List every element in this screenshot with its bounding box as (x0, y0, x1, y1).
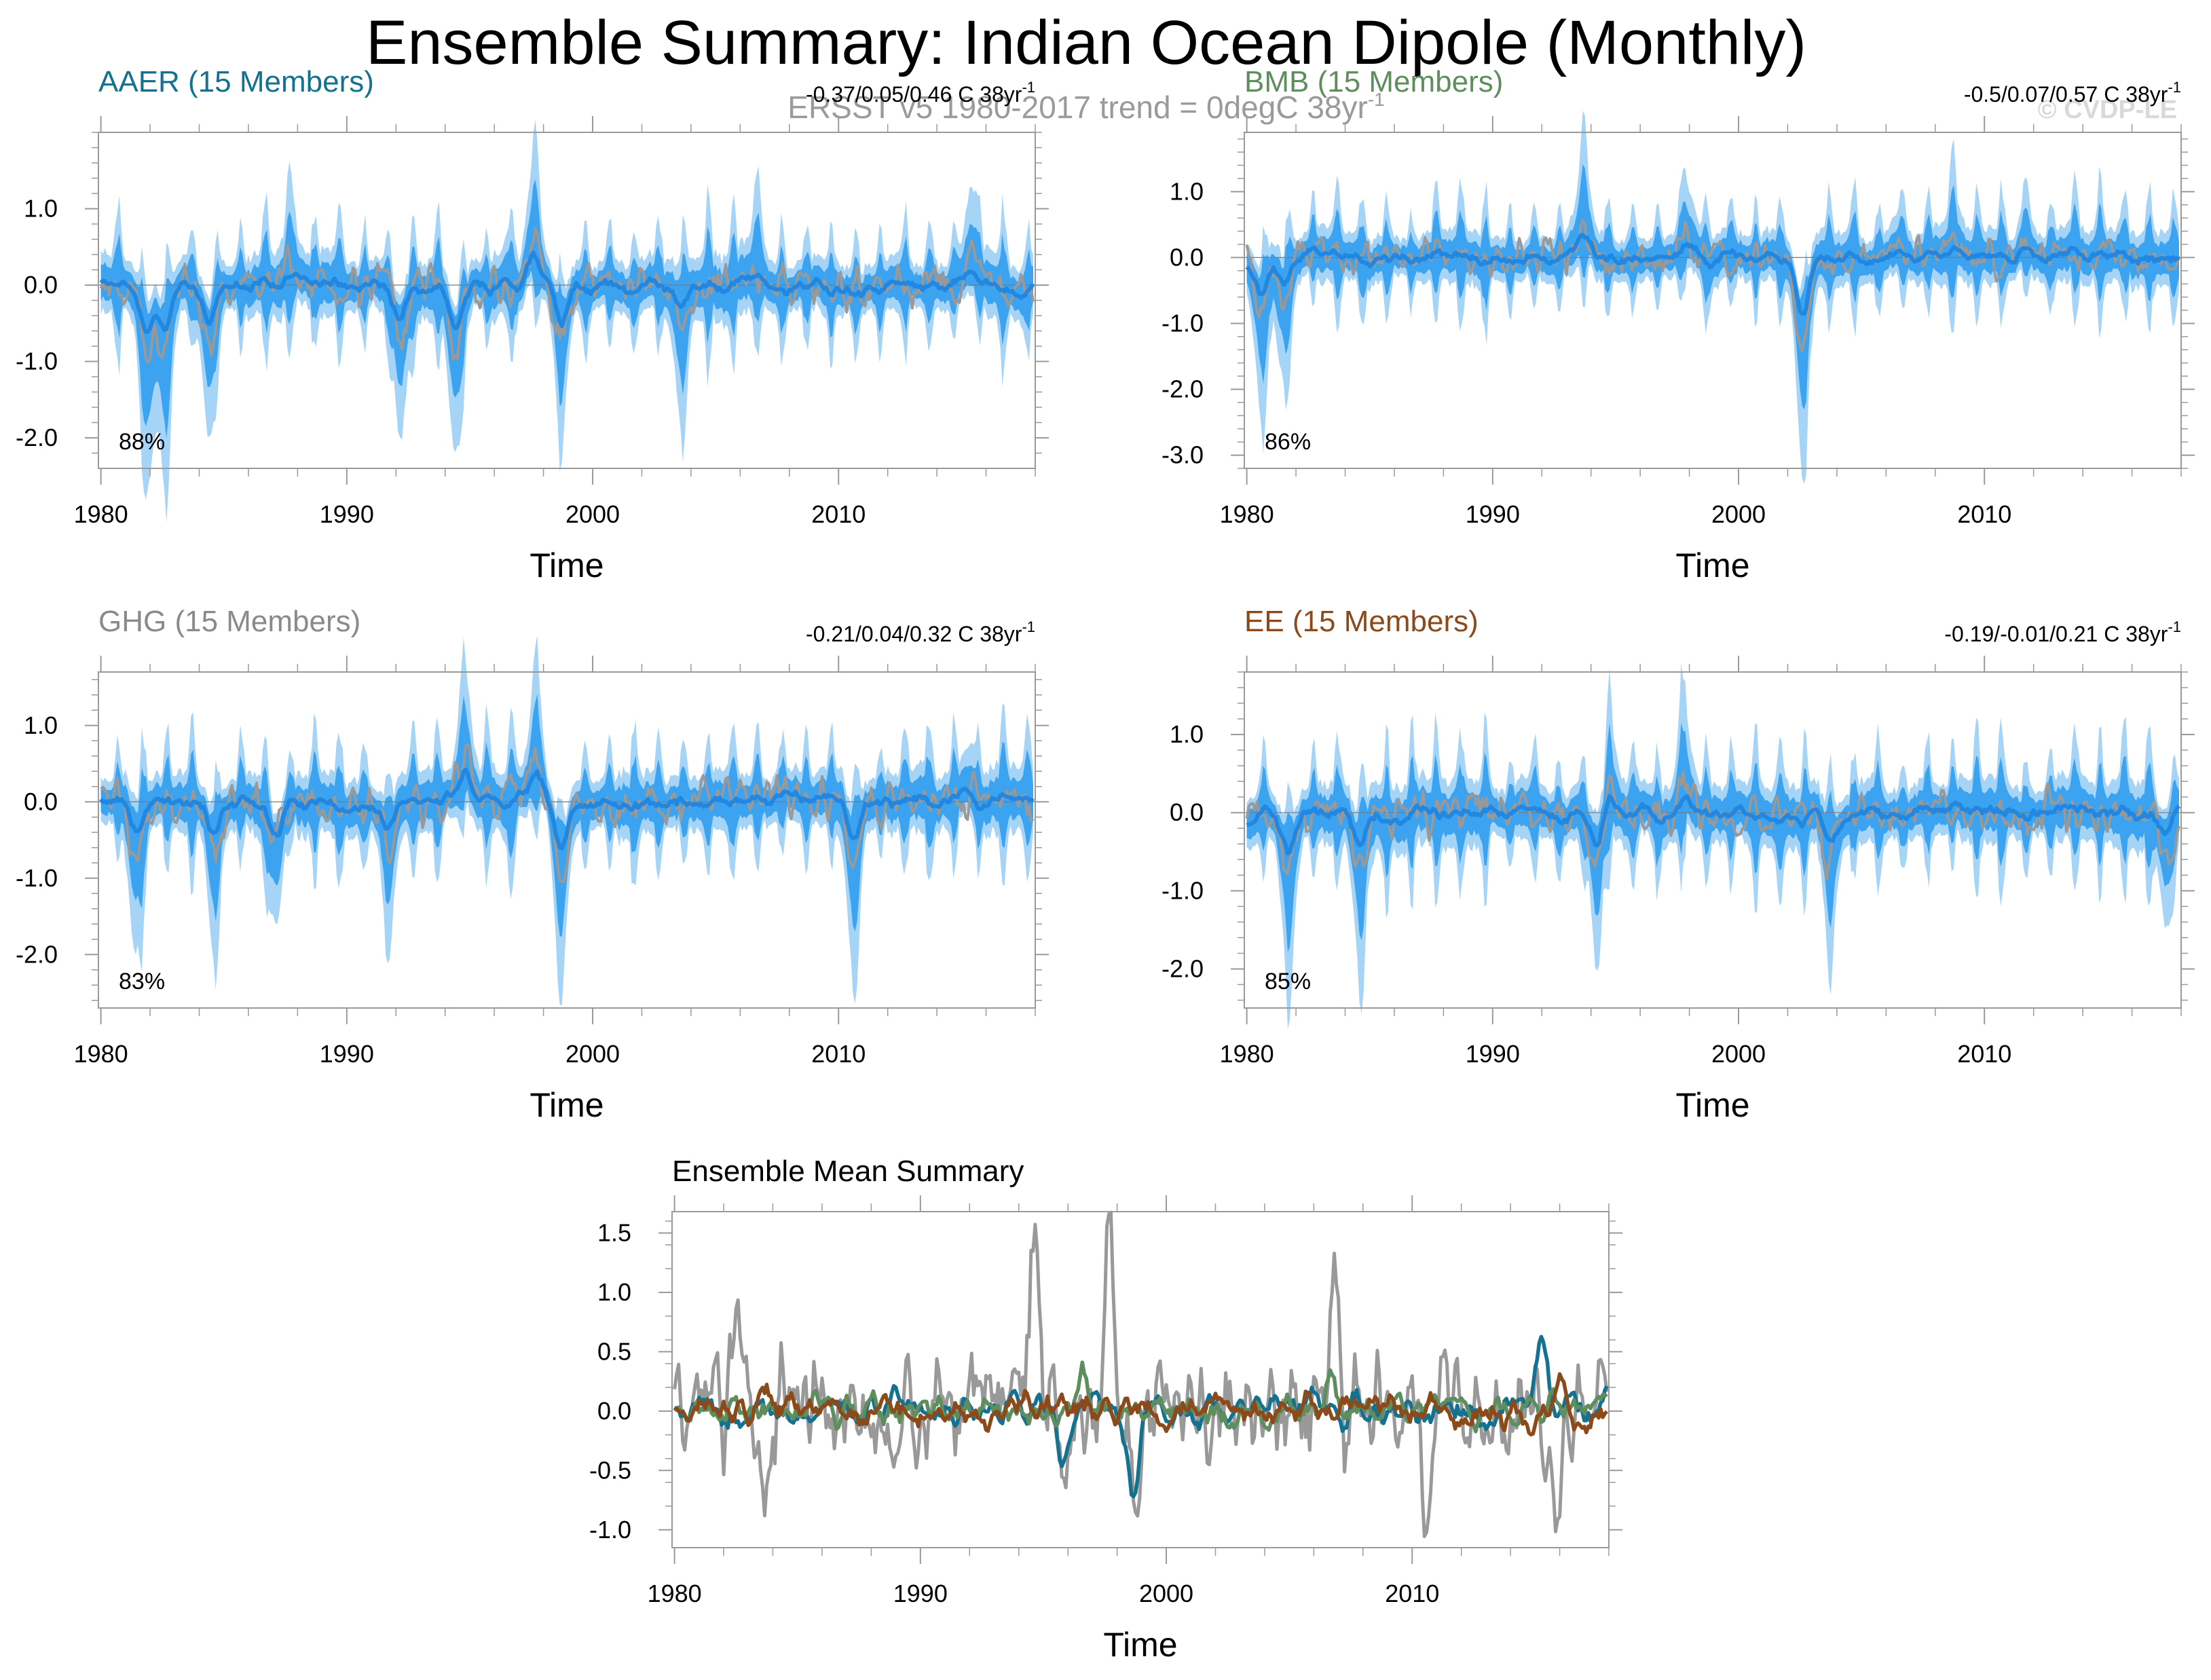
aaer-x-tick-label: 2000 (565, 500, 620, 528)
ghg-y-tick-label: 0.0 (24, 787, 58, 815)
ghg-x-axis-label: Time (529, 1086, 603, 1124)
aaer-y-tick-label: 0.0 (24, 271, 58, 299)
mean-x-tick-label: 2010 (1385, 1580, 1439, 1607)
ee-trend-label: -0.19/-0.01/0.21 C 38yr-1 (1944, 618, 2181, 646)
bmb-y-tick-label: -3.0 (1162, 441, 1204, 469)
ghg-trend-label: -0.21/0.04/0.32 C 38yr-1 (806, 618, 1035, 646)
bmb-x-tick-label: 2010 (1957, 500, 2011, 528)
bmb-spread-outer-band (1246, 111, 2179, 484)
ghg-x-tick-label: 1980 (74, 1040, 128, 1068)
ee-panel-title: EE (15 Members) (1244, 605, 1479, 638)
bmb-trend-value: -0.5/0.07/0.57 C 38yr (1964, 82, 2168, 107)
ee-x-tick-label: 2000 (1711, 1040, 1766, 1068)
ee-panel: 1.0 0.0 -1.0 -2.0 1980 1990 2000 2010 Time EE (15… (1162, 605, 2195, 1124)
ee-x-tick-label: 2010 (1957, 1040, 2011, 1068)
aaer-x-tick-label: 1990 (320, 500, 374, 528)
aaer-x-tick-label: 1980 (74, 500, 128, 528)
bmb-ens-mean-line (1245, 233, 2180, 316)
bmb-pattern-corr: 86% (1265, 429, 1311, 455)
aaer-y-tick-label: -2.0 (16, 424, 58, 451)
bmb-panel-title: BMB (15 Members) (1244, 65, 1503, 98)
ghg-panel-title: GHG (15 Members) (98, 605, 360, 638)
bmb-y-tick-label: -2.0 (1162, 375, 1204, 403)
ghg-y-tick-label: -1.0 (16, 864, 58, 892)
mean-x-tick-label: 2000 (1139, 1580, 1193, 1607)
figure-subtitle: ERSST v5 1980-2017 trend = 0degC 38yr-1 (787, 89, 1384, 125)
bmb-y-tick-label: -1.0 (1162, 309, 1204, 337)
ghg-pattern-corr: 83% (119, 969, 165, 994)
figure-subtitle-sup: -1 (1368, 89, 1385, 110)
ee-trend-sup: -1 (2168, 618, 2181, 635)
chart-panels: 1.0 0.0 -1.0 -2.0 1980 1990 2000 2010 Time AAER (… (16, 65, 2195, 1664)
bmb-x-tick-label: 1990 (1466, 500, 1520, 528)
mean-y-tick-label: -1.0 (589, 1516, 631, 1544)
mean-x-axis-label: Time (1103, 1626, 1177, 1664)
aaer-y-tick-label: -1.0 (16, 348, 58, 375)
mean-series-bmb (673, 1360, 1608, 1434)
mean-summary-panel: 1.5 1.0 0.5 0.0 -0.5 -1.0 1980 1990 2000 2010 Time… (589, 1155, 1622, 1664)
aaer-x-axis-label: Time (529, 546, 603, 584)
mean-y-tick-label: 0.5 (597, 1337, 631, 1365)
figure-title: Ensemble Summary: Indian Ocean Dipole (M… (366, 8, 1806, 77)
bmb-obs-line (1245, 219, 2180, 352)
bmb-panel: 1.0 0.0 -1.0 -2.0 -3.0 1980 1990 2000 2010 Time BM… (1162, 65, 2195, 584)
ghg-x-tick-label: 1990 (320, 1040, 374, 1068)
ghg-panel: 1.0 0.0 -1.0 -2.0 1980 1990 2000 2010 Time GHG (1… (16, 605, 1049, 1124)
ee-x-axis-label: Time (1675, 1086, 1749, 1124)
ee-y-tick-label: 0.0 (1170, 798, 1204, 826)
ghg-x-tick-label: 2000 (565, 1040, 620, 1068)
ee-pattern-corr: 85% (1265, 969, 1311, 994)
ghg-trend-sup: -1 (1022, 618, 1035, 635)
mean-y-tick-label: 1.0 (597, 1278, 631, 1306)
aaer-ens-mean-line (99, 250, 1035, 334)
ghg-trend-value: -0.21/0.04/0.32 C 38yr (806, 622, 1022, 646)
ee-spread-outer-band (1246, 663, 2179, 1029)
ee-y-tick-label: 1.0 (1170, 720, 1204, 748)
mean-x-tick-label: 1990 (893, 1580, 948, 1607)
mean-panel-title: Ensemble Mean Summary (672, 1155, 1024, 1188)
bmb-trend-sup: -1 (2168, 79, 2181, 96)
mean-plot-frame (671, 1211, 1610, 1548)
mean-series-ee (674, 1372, 1609, 1437)
aaer-x-tick-label: 2010 (811, 500, 866, 528)
aaer-trend-label: -0.37/0.05/0.46 C 38yr-1 (806, 79, 1035, 107)
ee-x-tick-label: 1980 (1220, 1040, 1274, 1068)
bmb-trend-label: -0.5/0.07/0.57 C 38yr-1 (1964, 79, 2181, 107)
ee-plot-frame (1244, 671, 2182, 1009)
bmb-x-tick-label: 1980 (1220, 500, 1274, 528)
aaer-panel: 1.0 0.0 -1.0 -2.0 1980 1990 2000 2010 Time AAER (… (16, 65, 1049, 584)
ghg-spread-outer-band (100, 635, 1034, 1005)
mean-series-obs (673, 1210, 1609, 1538)
aaer-trend-value: -0.37/0.05/0.46 C 38yr (806, 82, 1022, 107)
aaer-y-tick-label: 1.0 (24, 195, 58, 223)
ghg-x-tick-label: 2010 (811, 1040, 866, 1068)
ghg-y-tick-label: 1.0 (24, 711, 58, 739)
ee-y-tick-label: -2.0 (1162, 954, 1204, 982)
bmb-y-tick-label: 1.0 (1170, 177, 1204, 205)
copyright-watermark: © CVDP-LE (2038, 96, 2177, 124)
mean-x-tick-label: 1980 (648, 1580, 702, 1607)
bmb-plot-frame (1244, 132, 2182, 469)
ghg-plot-frame (98, 671, 1036, 1009)
aaer-pattern-corr: 88% (119, 429, 165, 455)
ee-spread-inner-band (1246, 723, 2179, 953)
ee-y-tick-label: -1.0 (1162, 876, 1204, 904)
figure-subtitle-text: ERSST v5 1980-2017 trend = 0degC 38yr (787, 90, 1368, 125)
ee-ens-mean-line (1246, 794, 2181, 855)
ghg-obs-line (100, 743, 1035, 884)
aaer-panel-title: AAER (15 Members) (98, 65, 374, 98)
bmb-x-tick-label: 2000 (1711, 500, 1766, 528)
mean-y-tick-label: 1.5 (597, 1218, 631, 1246)
mean-y-tick-label: 0.0 (597, 1397, 631, 1425)
ghg-ens-mean-line (99, 767, 1035, 851)
ee-trend-value: -0.19/-0.01/0.21 C 38yr (1944, 622, 2168, 646)
ee-x-tick-label: 1990 (1466, 1040, 1520, 1068)
bmb-y-tick-label: 0.0 (1170, 243, 1204, 271)
bmb-x-axis-label: Time (1675, 546, 1749, 584)
ghg-y-tick-label: -2.0 (16, 940, 58, 968)
aaer-trend-sup: -1 (1022, 79, 1035, 96)
mean-y-tick-label: -0.5 (589, 1456, 631, 1484)
